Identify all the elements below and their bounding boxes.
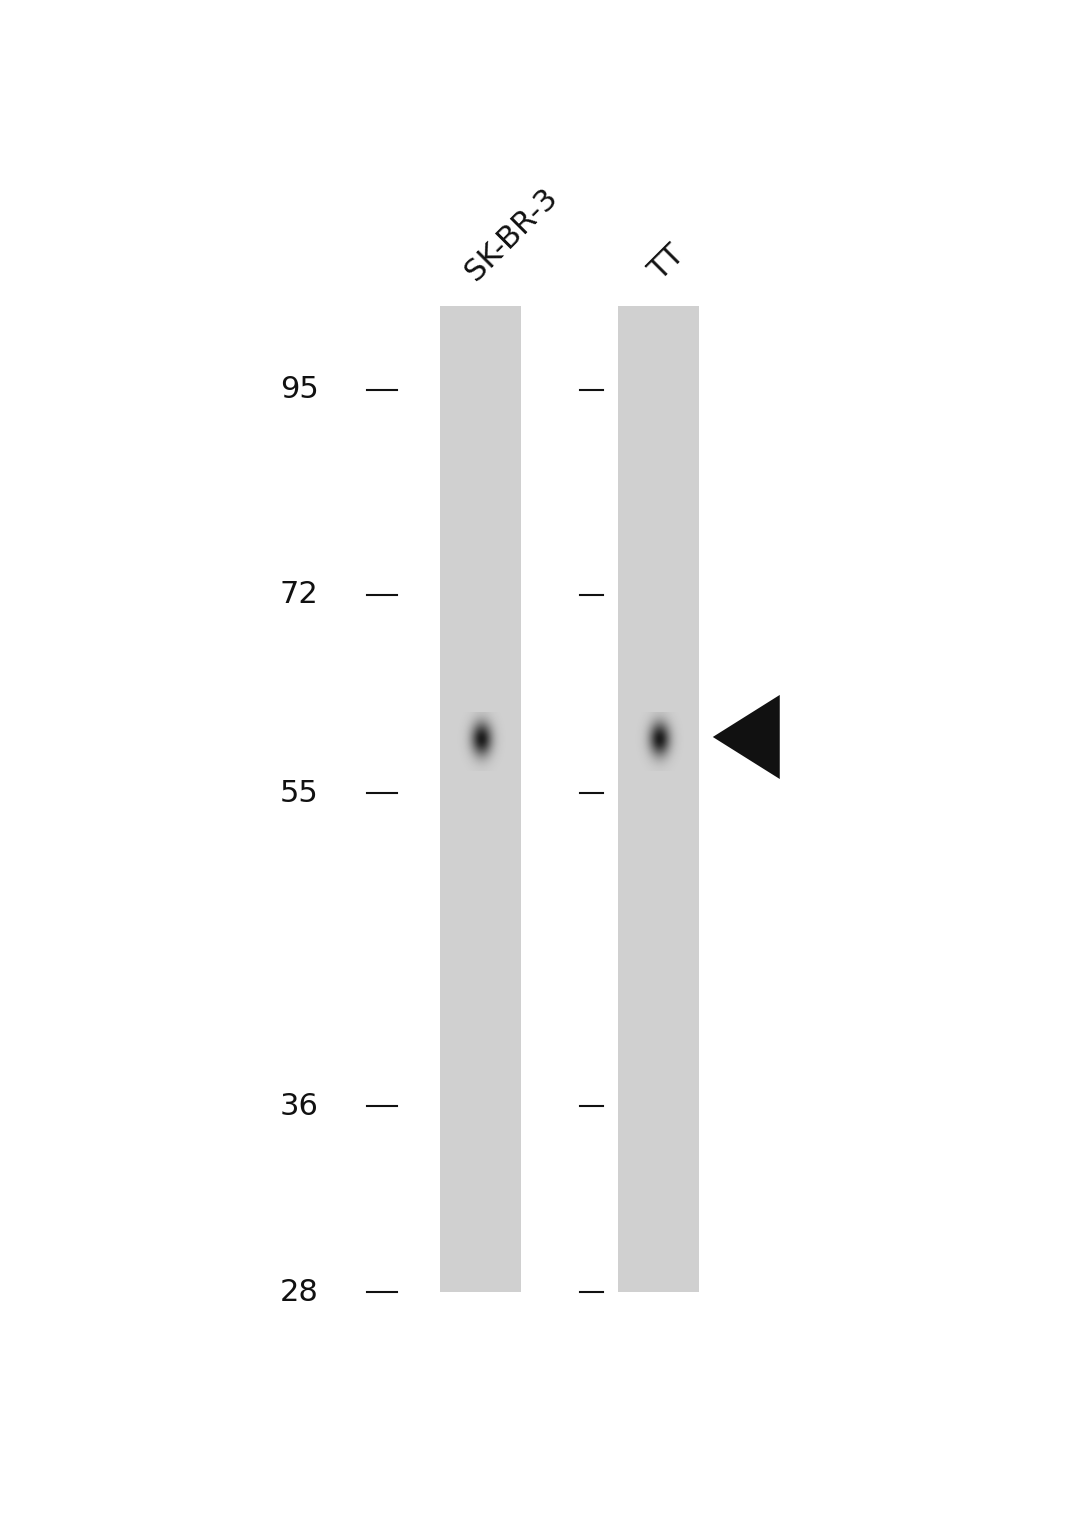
Bar xyxy=(618,306,700,1292)
Text: TT: TT xyxy=(644,240,690,286)
Text: SK-BR-3: SK-BR-3 xyxy=(460,182,564,286)
Text: 28: 28 xyxy=(280,1278,319,1306)
Polygon shape xyxy=(713,694,780,778)
Text: 36: 36 xyxy=(280,1092,319,1121)
Text: 55: 55 xyxy=(280,778,319,807)
Text: 95: 95 xyxy=(280,376,319,404)
Bar xyxy=(441,306,522,1292)
Text: 72: 72 xyxy=(280,579,319,609)
